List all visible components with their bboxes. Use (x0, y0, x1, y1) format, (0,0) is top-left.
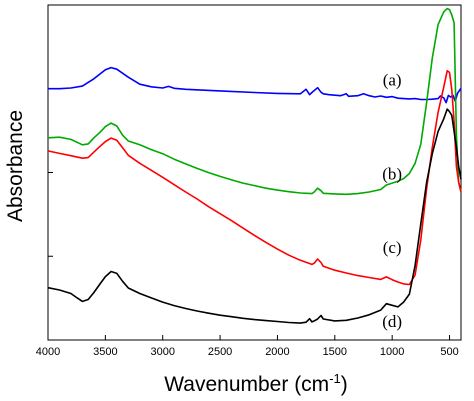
y-axis-title: Absorbance (4, 110, 27, 222)
curve-label-d: (d) (382, 312, 402, 331)
x-tick-label: 2500 (208, 346, 232, 358)
x-tick-label: 1000 (380, 346, 404, 358)
x-axis-ticks: 4000 3500 3000 2500 2000 1500 1000 500 (36, 335, 459, 358)
curve-label-b: (b) (382, 165, 402, 184)
curve-label-c: (c) (383, 238, 402, 257)
series-line-b (47, 7, 462, 196)
series-layer (47, 7, 462, 324)
curve-labels: (a) (b) (c) (d) (382, 71, 402, 331)
y-axis-ticks (48, 4, 53, 257)
x-tick-label: 4000 (36, 346, 60, 358)
x-tick-label: 3000 (150, 346, 174, 358)
series-line-c (47, 70, 462, 286)
x-tick-label: 3500 (93, 346, 117, 358)
x-axis-title-superscript: -1 (329, 371, 341, 386)
curve-label-a: (a) (383, 71, 402, 90)
x-tick-label: 1500 (323, 346, 347, 358)
x-axis-title: Wavenumber (cm-1) (164, 371, 348, 396)
series-line-d (47, 108, 462, 324)
x-tick-label: 500 (440, 346, 458, 358)
x-tick-label: 2000 (265, 346, 289, 358)
